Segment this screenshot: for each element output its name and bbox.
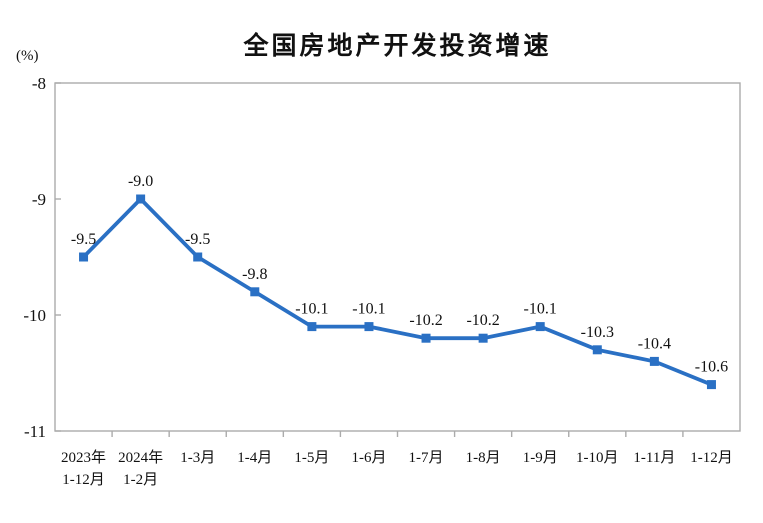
data-point-marker (649, 356, 659, 366)
data-label: -9.8 (242, 266, 267, 283)
data-line (82, 196, 713, 387)
x-axis-label: 1-7月 (409, 450, 444, 466)
x-axis-label: 1-9月 (523, 450, 558, 466)
chart-title: 全国房地产开发投资增速 (243, 32, 552, 60)
data-point-marker (136, 194, 146, 204)
data-point-marker (592, 345, 602, 355)
data-point-marker (364, 322, 374, 332)
data-point-marker (193, 252, 203, 262)
y-axis-unit-label: (%) (16, 48, 39, 64)
data-point-marker (535, 322, 545, 332)
x-axis-label: 1-6月 (351, 450, 386, 466)
y-axis-tick-label: -9 (32, 190, 46, 209)
data-label: -10.6 (695, 359, 728, 376)
y-axis-tick-label: -8 (32, 74, 46, 93)
data-label: -10.1 (524, 301, 557, 318)
data-point-marker (478, 333, 488, 343)
x-axis-label: 1-2月 (123, 472, 158, 488)
data-label: -10.1 (352, 301, 385, 318)
data-point-marker (421, 333, 431, 343)
data-label: -10.4 (638, 335, 671, 352)
data-label: -9.5 (185, 231, 210, 248)
data-label: -9.0 (128, 173, 153, 190)
x-axis-label: 2024年 (118, 449, 163, 466)
x-axis-label: 1-5月 (294, 450, 329, 466)
y-axis-tick-label: -11 (24, 422, 46, 441)
data-point-marker (250, 287, 260, 297)
x-axis-label: 1-11月 (633, 450, 675, 466)
x-axis-label: 1-4月 (237, 450, 272, 466)
y-axis-tick-label: -10 (23, 306, 46, 325)
data-label: -10.3 (581, 324, 614, 341)
data-point-marker (307, 322, 317, 332)
data-point-marker (706, 380, 716, 390)
data-label: -10.1 (295, 301, 328, 318)
x-axis-label: 1-3月 (180, 450, 215, 466)
data-label: -10.2 (466, 312, 499, 329)
data-label: -9.5 (71, 231, 96, 248)
x-axis-label: 1-12月 (690, 450, 733, 466)
x-axis-label: 1-12月 (62, 472, 105, 488)
plot-border (54, 82, 741, 432)
data-point-marker (79, 252, 89, 262)
x-axis-label: 1-10月 (576, 450, 619, 466)
x-axis-label: 1-8月 (466, 450, 501, 466)
data-label: -10.2 (409, 312, 442, 329)
x-axis-label: 2023年 (61, 449, 106, 466)
